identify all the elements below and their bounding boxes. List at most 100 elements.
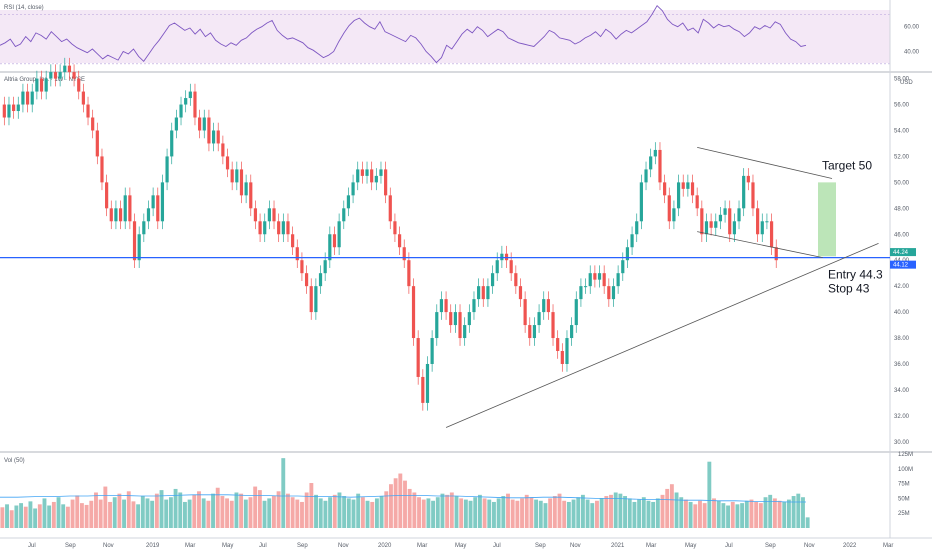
volume-bar (557, 493, 562, 528)
candle-body (528, 325, 532, 339)
candle-body (160, 182, 165, 222)
candle-body (467, 312, 471, 326)
candle-body (202, 117, 206, 131)
volume-bar (618, 493, 623, 528)
volume-bar (721, 503, 726, 528)
price-tick-label: 34.00 (894, 388, 910, 394)
candle-body (207, 117, 211, 144)
volume-bar (89, 500, 94, 528)
time-tick-label: Jul (259, 543, 267, 549)
candle-body (384, 169, 388, 196)
price-tick-label: 58.00 (894, 77, 910, 83)
candle-body (523, 299, 527, 326)
candle-body (774, 247, 778, 261)
volume-bar (538, 500, 543, 528)
volume-bar (42, 498, 47, 528)
candle-body (291, 234, 295, 248)
candle-body (188, 91, 192, 99)
candle-body (105, 182, 109, 209)
time-tick-label: Nov (804, 543, 815, 549)
volume-bar (403, 480, 407, 528)
volume-bar (140, 496, 145, 528)
candle-body (230, 169, 234, 183)
volume-bar (651, 501, 656, 528)
volume-bar (112, 497, 117, 528)
volume-bar (98, 499, 103, 528)
candle-body (318, 273, 323, 287)
volume-bar (646, 500, 651, 528)
candle-body (514, 273, 518, 287)
candle-body (304, 273, 309, 287)
volume-bar (117, 493, 122, 528)
volume-bar (506, 493, 510, 528)
volume-bar (805, 517, 810, 528)
candle-body (570, 325, 574, 339)
volume-bar (707, 461, 712, 528)
volume-bar (328, 497, 333, 528)
volume-bar (782, 501, 787, 528)
price-tick-label: 54.00 (894, 128, 910, 134)
volume-ma-line (0, 494, 806, 503)
candle-body (263, 221, 267, 235)
volume-bar (309, 483, 314, 528)
candle-body (663, 182, 667, 196)
candle-body (35, 78, 39, 92)
volume-bar (492, 501, 496, 528)
candle-body (672, 208, 676, 222)
candle-body (597, 273, 602, 280)
volume-bar (276, 491, 281, 528)
candle-body (667, 195, 671, 222)
volume-bar (28, 501, 33, 528)
candle-body (653, 149, 657, 157)
candle-body (435, 312, 439, 339)
volume-bar (726, 505, 731, 528)
wedge-upper-line (697, 146, 833, 179)
candle-body (718, 214, 723, 222)
volume-bar (131, 501, 136, 528)
candle-body (630, 234, 634, 248)
volume-bar (548, 498, 553, 528)
time-tick-label: Nov (570, 543, 581, 549)
volume-bar (136, 504, 141, 528)
volume-tick-label: 125M (898, 452, 913, 458)
annotation-label: Stop 43 (828, 282, 870, 296)
candle-body (267, 208, 271, 222)
target-zone (818, 182, 836, 257)
candle-body (67, 65, 72, 73)
volume-bar (440, 493, 445, 528)
candle-body (151, 195, 155, 209)
price-tick-label: 42.00 (894, 284, 910, 290)
candle-body (2, 104, 6, 118)
volume-bar (65, 506, 70, 528)
candle-body (281, 221, 285, 235)
candle-body (95, 130, 99, 157)
time-tick-label: Sep (765, 543, 776, 549)
candle-body (12, 104, 16, 112)
volume-bar (417, 497, 421, 528)
volume-bar (295, 499, 300, 528)
volume-bar (543, 503, 548, 528)
candle-body (30, 91, 34, 105)
volume-bar (665, 488, 670, 528)
candle-body (756, 208, 760, 235)
candle-body (611, 286, 616, 300)
price-tag (890, 248, 916, 257)
candle-body (328, 234, 332, 261)
ascending-trendline (445, 242, 879, 428)
price-tick-label: 38.00 (894, 336, 910, 342)
volume-bar (740, 503, 745, 528)
candle-body (574, 299, 578, 326)
time-tick-label: Jul (28, 543, 36, 549)
volume-bar (19, 503, 24, 528)
candle-body (416, 338, 420, 377)
candle-body (332, 234, 337, 248)
volume-bar (370, 501, 375, 528)
candle-body (546, 299, 550, 313)
volume-bar (300, 501, 304, 528)
time-tick-label: May (455, 543, 466, 549)
candle-body (751, 182, 755, 209)
time-tick-label: Sep (65, 543, 76, 549)
volume-bar (712, 498, 716, 528)
candle-body (286, 221, 290, 235)
